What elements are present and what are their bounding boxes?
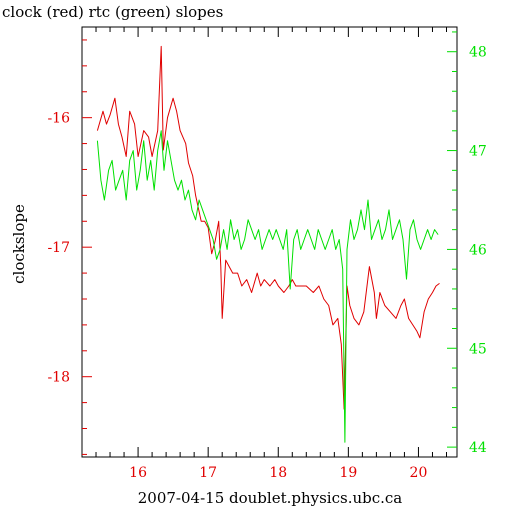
series-layer xyxy=(96,45,440,443)
ticks-layer xyxy=(81,27,457,457)
series-line-rtc xyxy=(96,130,439,443)
y-right-tick-label: 45 xyxy=(469,341,487,357)
x-axis-label: 2007-04-15 doublet.physics.ubc.ca xyxy=(138,489,403,507)
x-tick-label: 19 xyxy=(339,465,357,481)
y-left-tick-label: -17 xyxy=(47,240,70,256)
x-tick-label: 16 xyxy=(129,465,147,481)
chart-title: clock (red) rtc (green) slopes xyxy=(2,3,223,21)
y-axis-label: clockslope xyxy=(10,204,28,284)
y-left-tick-label: -18 xyxy=(47,370,70,386)
plot-frame xyxy=(81,26,458,458)
y-right-tick-label: 46 xyxy=(469,242,487,258)
x-tick-label: 17 xyxy=(199,465,217,481)
x-tick-label: 18 xyxy=(269,465,287,481)
y-right-tick-label: 47 xyxy=(469,144,487,160)
y-right-tick-label: 48 xyxy=(469,45,487,61)
series-line-clock xyxy=(96,45,440,410)
x-tick-label: 20 xyxy=(410,465,428,481)
y-left-tick-label: -16 xyxy=(47,111,70,127)
y-right-tick-label: 44 xyxy=(469,440,487,456)
tick-labels: 16 17 18 19 20 -16 -17 -18 44 45 46 47 48 xyxy=(47,45,486,481)
